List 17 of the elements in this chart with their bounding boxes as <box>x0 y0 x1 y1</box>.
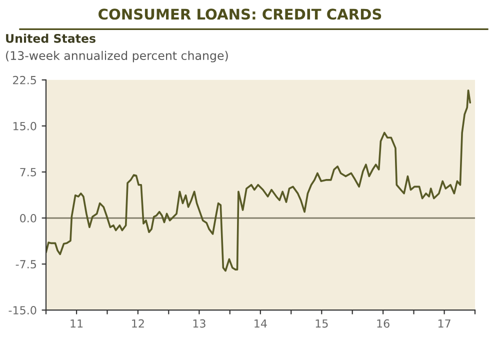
x-tick-label: 12 <box>132 319 144 328</box>
text: (13-week annualized percent change) <box>6 50 228 62</box>
x-tick-label: 13 <box>193 319 206 328</box>
chart-subtitle: United States <box>6 34 96 43</box>
line-series <box>46 89 472 272</box>
y-tick-label: -7.5 <box>16 260 36 268</box>
x-tick-label: 16 <box>377 319 390 328</box>
y-tick-label: -15.0 <box>8 306 36 314</box>
y-tick-label: 15.0 <box>13 122 36 130</box>
x-tick-label: 15 <box>316 319 328 328</box>
x-tick-label: 14 <box>254 319 267 328</box>
y-tick-label: 7.5 <box>20 168 36 176</box>
y-tick-label: 22.5 <box>13 76 36 84</box>
chart-title: CONSUMER LOANS: CREDIT CARDS <box>98 8 382 20</box>
x-tick-label: 17 <box>438 319 450 328</box>
x-tick-label: 11 <box>70 319 83 328</box>
y-tick-label: 0.0 <box>20 214 36 222</box>
